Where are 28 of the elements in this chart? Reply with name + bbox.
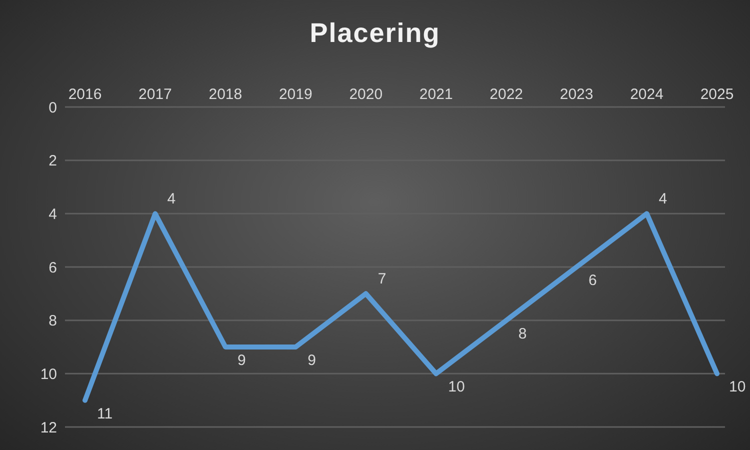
y-tick-label: 6 <box>48 259 57 276</box>
data-label: 8 <box>518 325 527 342</box>
x-tick-label: 2021 <box>419 86 453 103</box>
data-label: 10 <box>729 378 746 396</box>
data-label: 9 <box>237 352 246 369</box>
y-tick-label: 8 <box>48 312 57 330</box>
x-tick-label: 2022 <box>490 86 524 103</box>
y-tick-label: 2 <box>48 152 57 170</box>
y-tick-label: 12 <box>40 419 57 436</box>
x-tick-label: 2024 <box>630 86 664 103</box>
data-label: 4 <box>658 190 668 208</box>
x-tick-label: 2016 <box>68 86 102 103</box>
x-tick-label: 2019 <box>278 86 312 103</box>
data-label: 10 <box>448 378 465 396</box>
y-tick-label: 0 <box>48 99 57 116</box>
y-tick-label: 4 <box>48 206 57 223</box>
x-tick-label: 2017 <box>138 86 172 103</box>
x-tick-label: 2020 <box>349 86 383 103</box>
x-tick-label: 2018 <box>208 86 242 103</box>
data-label: 9 <box>308 352 316 369</box>
x-tick-label: 2023 <box>560 86 594 103</box>
data-label: 4 <box>167 190 176 208</box>
data-label: 11 <box>97 405 113 422</box>
y-tick-label: 10 <box>40 366 57 383</box>
x-tick-label: 2025 <box>700 86 734 103</box>
chart-title: Placering <box>308 18 442 49</box>
data-label: 6 <box>588 272 597 289</box>
data-label: 7 <box>378 270 386 288</box>
